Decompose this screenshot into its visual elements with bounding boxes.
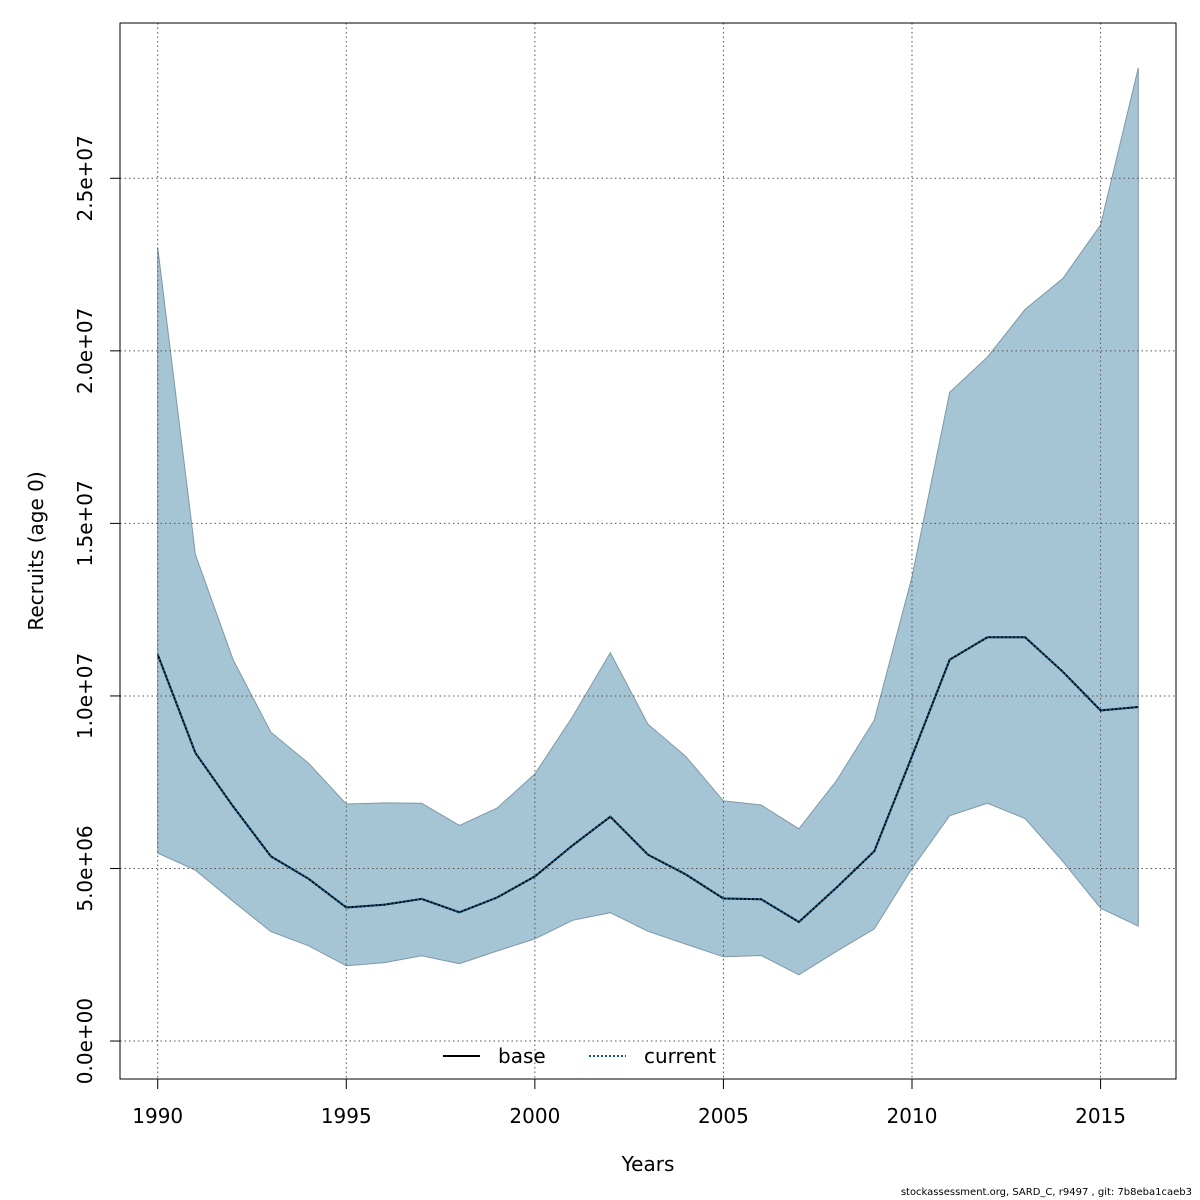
x-tick-label: 1990 (132, 1104, 183, 1128)
y-tick-label: 2.0e+07 (73, 308, 97, 394)
x-axis-title: Years (621, 1152, 675, 1176)
x-tick-label: 1995 (321, 1104, 372, 1128)
y-tick-label: 0.0e+00 (73, 998, 97, 1084)
series-line-current (156, 636, 1139, 924)
confidence-band-layer (157, 67, 1139, 976)
legend-label-current: current (644, 1044, 716, 1068)
x-tick-label: 2005 (698, 1104, 749, 1128)
x-tick-label: 2010 (887, 1104, 938, 1128)
x-tick-label: 2015 (1075, 1104, 1126, 1128)
confidence-band (157, 67, 1139, 976)
series-layer (156, 636, 1139, 924)
y-axis-title: Recruits (age 0) (24, 471, 48, 630)
y-axis: 0.0e+00 5.0e+06 1.0e+07 1.5e+07 2.0e+07 2.5e+… (73, 135, 121, 1084)
legend-label-base: base (498, 1044, 546, 1068)
footer-credit: stockassessment.org, SARD_C, r9497 , git… (900, 1187, 1192, 1198)
y-tick-label: 5.0e+06 (73, 825, 97, 911)
x-tick-label: 2000 (509, 1104, 560, 1128)
y-tick-label: 1.0e+07 (73, 653, 97, 739)
y-tick-label: 2.5e+07 (73, 135, 97, 221)
grid-layer (120, 23, 1176, 1079)
x-axis: 1990 1995 2000 2005 2010 2015 (132, 1078, 1126, 1128)
legend: base current (443, 1044, 716, 1068)
y-tick-label: 1.5e+07 (73, 480, 97, 566)
